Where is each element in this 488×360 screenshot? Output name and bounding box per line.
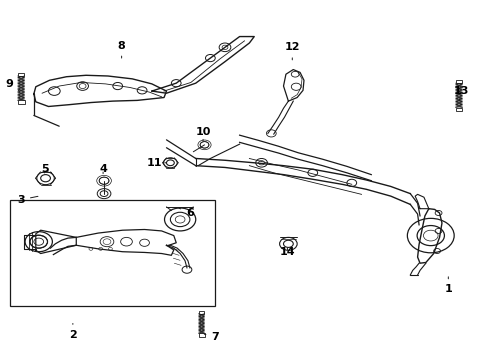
Text: 2: 2	[69, 323, 77, 340]
Bar	[18, 73, 24, 76]
Text: 7: 7	[204, 332, 219, 342]
Text: 6: 6	[179, 208, 193, 218]
Text: 10: 10	[195, 127, 210, 140]
Bar	[10, 201, 215, 306]
Text: 4: 4	[99, 164, 107, 174]
Text: 9: 9	[5, 79, 19, 90]
Text: 13: 13	[453, 86, 468, 101]
Bar	[455, 108, 462, 111]
Bar	[455, 80, 461, 83]
Bar	[199, 311, 204, 314]
Text: 5: 5	[41, 164, 48, 174]
Text: 8: 8	[118, 41, 125, 58]
Text: 11: 11	[146, 158, 166, 168]
Bar	[18, 100, 24, 104]
Text: 3: 3	[18, 195, 38, 205]
Text: 14: 14	[279, 247, 295, 257]
Text: 1: 1	[444, 277, 451, 294]
Text: 12: 12	[284, 42, 300, 60]
Bar	[198, 333, 204, 337]
